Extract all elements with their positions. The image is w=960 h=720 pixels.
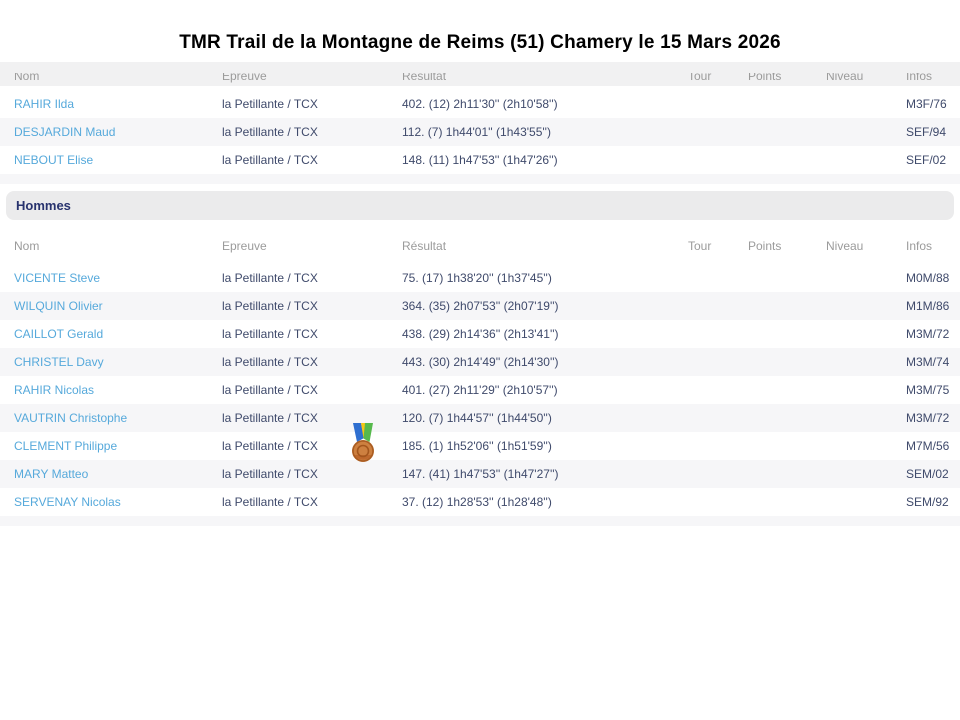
column-header-label: Points — [748, 73, 782, 83]
result-row: WILQUIN Olivier la Petillante / TCX 364. (… — [0, 292, 960, 320]
column-header-label: Résultat — [402, 73, 447, 83]
column-header-nom: Nom — [14, 63, 222, 85]
table-header-hommes: Nom Epreuve Résultat Tour Points Niveau Infos — [0, 232, 960, 260]
result-row: CAILLOT Gerald la Petillante / TCX 438. (2… — [0, 320, 960, 348]
infos-cell: SEF/94 — [906, 125, 947, 139]
section-label: Hommes — [16, 198, 71, 213]
column-header-nom: Nom — [14, 239, 40, 253]
runner-name-link[interactable]: VICENTE Steve — [14, 271, 101, 285]
epreuve-cell: la Petillante / TCX — [222, 97, 318, 111]
infos-cell: M3M/75 — [906, 383, 950, 397]
resultat-cell: 37. (12) 1h28'53'' (1h28'48'') — [402, 495, 552, 509]
result-row: RAHIR Ilda la Petillante / TCX 402. (12) 2… — [0, 90, 960, 118]
epreuve-cell: la Petillante / TCX — [222, 299, 318, 313]
column-header-tour: Tour — [688, 63, 748, 85]
runner-name-link[interactable]: SERVENAY Nicolas — [14, 495, 121, 509]
resultat-cell: 364. (35) 2h07'53'' (2h07'19'') — [402, 299, 559, 313]
page-title: TMR Trail de la Montagne de Reims (51) C… — [179, 32, 781, 53]
runner-name-link[interactable]: CHRISTEL Davy — [14, 355, 104, 369]
table-body-hommes: VICENTE Steve la Petillante / TCX 75. (17)… — [0, 264, 960, 516]
column-header-epreuve: Epreuve — [222, 63, 402, 85]
infos-cell: SEM/92 — [906, 495, 949, 509]
epreuve-cell: la Petillante / TCX — [222, 153, 318, 167]
resultat-cell: 438. (29) 2h14'36'' (2h13'41'') — [402, 327, 559, 341]
column-header-epreuve: Epreuve — [222, 239, 267, 253]
result-row: MARY Matteo la Petillante / TCX 147. (41) … — [0, 460, 960, 488]
resultat-cell: 185. (1) 1h52'06'' (1h51'59'') — [402, 439, 552, 453]
resultat-cell: 401. (27) 2h11'29'' (2h10'57'') — [402, 383, 558, 397]
results-table-women: Nom Epreuve Résultat Tour Points Niveau Infos … — [0, 62, 960, 184]
epreuve-cell: la Petillante / TCX — [222, 439, 318, 453]
table-endstrip — [0, 516, 960, 526]
column-header-resultat: Résultat — [402, 239, 447, 253]
resultat-cell: 75. (17) 1h38'20'' (1h37'45'') — [402, 271, 552, 285]
column-header-niveau: Niveau — [826, 63, 906, 85]
column-header-infos: Infos — [906, 63, 960, 85]
runner-name-link[interactable]: MARY Matteo — [14, 467, 89, 481]
epreuve-cell: la Petillante / TCX — [222, 271, 318, 285]
epreuve-cell: la Petillante / TCX — [222, 467, 318, 481]
resultat-cell: 402. (12) 2h11'30'' (2h10'58'') — [402, 97, 558, 111]
column-header-label: Epreuve — [222, 73, 267, 83]
column-header-points: Points — [748, 63, 826, 85]
infos-cell: SEM/02 — [906, 467, 949, 481]
table-body-women: RAHIR Ilda la Petillante / TCX 402. (12) 2… — [0, 90, 960, 174]
column-header-label: Infos — [906, 73, 933, 83]
infos-cell: M3M/72 — [906, 411, 950, 425]
result-row: VAUTRIN Christophe la Petillante / TCX 120… — [0, 404, 960, 432]
table-endstrip — [0, 174, 960, 184]
epreuve-cell: la Petillante / TCX — [222, 327, 318, 341]
runner-name-link[interactable]: CLEMENT Philippe — [14, 439, 118, 453]
runner-name-link[interactable]: RAHIR Ilda — [14, 97, 75, 111]
result-row: VICENTE Steve la Petillante / TCX 75. (17)… — [0, 264, 960, 292]
column-header-label: Niveau — [826, 73, 864, 83]
column-header-label: Nom — [14, 73, 40, 83]
result-row: SERVENAY Nicolas la Petillante / TCX 37. (… — [0, 488, 960, 516]
runner-name-link[interactable]: NEBOUT Elise — [14, 153, 94, 167]
runner-name-link[interactable]: DESJARDIN Maud — [14, 125, 116, 139]
infos-cell: M3F/76 — [906, 97, 947, 111]
column-header-label: Tour — [688, 73, 712, 83]
infos-cell: SEF/02 — [906, 153, 947, 167]
runner-name-link[interactable]: WILQUIN Olivier — [14, 299, 103, 313]
epreuve-cell: la Petillante / TCX — [222, 495, 318, 509]
column-header-infos: Infos — [906, 239, 933, 253]
column-header-points: Points — [748, 239, 782, 253]
resultat-cell: 112. (7) 1h44'01'' (1h43'55'') — [402, 125, 551, 139]
results-table-hommes: Nom Epreuve Résultat Tour Points Niveau Infos … — [0, 232, 960, 526]
infos-cell: M1M/86 — [906, 299, 950, 313]
runner-name-link[interactable]: VAUTRIN Christophe — [14, 411, 128, 425]
infos-cell: M3M/72 — [906, 327, 950, 341]
epreuve-cell: la Petillante / TCX — [222, 125, 318, 139]
epreuve-cell: la Petillante / TCX — [222, 355, 318, 369]
resultat-cell: 443. (30) 2h14'49'' (2h14'30'') — [402, 355, 559, 369]
infos-cell: M0M/88 — [906, 271, 950, 285]
result-row: DESJARDIN Maud la Petillante / TCX 112. (7… — [0, 118, 960, 146]
section-header-hommes: Hommes — [6, 191, 954, 220]
result-row: CLEMENT Philippe la Petillante / TCX 185. … — [0, 423, 960, 462]
table-header-women: Nom Epreuve Résultat Tour Points Niveau Infos — [0, 62, 960, 86]
resultat-cell: 148. (11) 1h47'53'' (1h47'26'') — [402, 153, 558, 167]
epreuve-cell: la Petillante / TCX — [222, 411, 318, 425]
column-header-niveau: Niveau — [826, 239, 864, 253]
runner-name-link[interactable]: RAHIR Nicolas — [14, 383, 95, 397]
column-header-resultat: Résultat — [402, 63, 688, 85]
infos-cell: M3M/74 — [906, 355, 950, 369]
result-row: CHRISTEL Davy la Petillante / TCX 443. (30… — [0, 348, 960, 376]
infos-cell: M7M/56 — [906, 439, 950, 453]
runner-name-link[interactable]: CAILLOT Gerald — [14, 327, 104, 341]
epreuve-cell: la Petillante / TCX — [222, 383, 318, 397]
resultat-cell: 120. (7) 1h44'57'' (1h44'50'') — [402, 411, 552, 425]
resultat-cell: 147. (41) 1h47'53'' (1h47'27'') — [402, 467, 559, 481]
column-header-tour: Tour — [688, 239, 712, 253]
result-row: NEBOUT Elise la Petillante / TCX 148. (11)… — [0, 146, 960, 174]
result-row: RAHIR Nicolas la Petillante / TCX 401. (27… — [0, 376, 960, 404]
